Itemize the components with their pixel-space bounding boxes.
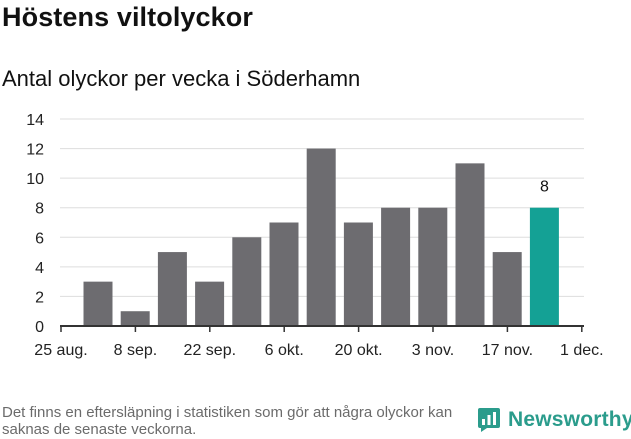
- x-tick-label: 22 sep.: [184, 342, 236, 359]
- y-tick-label: 4: [35, 260, 44, 277]
- bar: [232, 237, 262, 326]
- y-tick-label: 12: [26, 142, 44, 159]
- newsworthy-logo: Newsworthy: [477, 407, 631, 433]
- bar: [306, 148, 336, 326]
- x-tick-label: 6 okt.: [265, 342, 304, 359]
- brand-name: Newsworthy: [508, 408, 631, 431]
- y-tick-label: 14: [26, 112, 44, 129]
- y-tick-label: 0: [35, 319, 44, 336]
- y-tick-label: 8: [35, 201, 44, 218]
- bar: [418, 207, 448, 326]
- bar-chart: 0 2 4 6 8 10 12 14 25 aug. 8 sep. 22 sep. 6 okt. 20…: [26, 112, 604, 359]
- x-tick-label: 8 sep.: [114, 342, 158, 359]
- bar: [195, 281, 225, 326]
- bar: [120, 311, 150, 326]
- bar: [381, 207, 411, 326]
- bar: [343, 222, 373, 326]
- y-tick-label: 6: [35, 230, 44, 247]
- footnote: Det finns en eftersläpning i statistiken…: [2, 404, 453, 438]
- x-tick-label: 20 okt.: [335, 342, 383, 359]
- x-axis-ticks: 25 aug. 8 sep. 22 sep. 6 okt. 20 okt. 3 nov. 1…: [34, 326, 604, 359]
- data-label: 8: [540, 179, 549, 196]
- y-axis-ticks: 0 2 4 6 8 10 12 14: [26, 112, 44, 336]
- newsworthy-bar-chart-icon: [478, 408, 500, 432]
- bar: [157, 252, 187, 326]
- x-tick-label: 25 aug.: [34, 342, 87, 359]
- x-tick-label: 3 nov.: [412, 342, 454, 359]
- y-tick-label: 2: [35, 289, 44, 306]
- bar: [269, 222, 299, 326]
- y-tick-label: 10: [26, 171, 44, 188]
- bar: [83, 281, 113, 326]
- bar-highlighted: [529, 207, 559, 326]
- chart-subtitle: Antal olyckor per vecka i Söderhamn: [2, 66, 361, 91]
- bar: [455, 163, 485, 326]
- x-tick-label: 17 nov.: [482, 342, 533, 359]
- bar: [492, 252, 522, 326]
- chart-title: Höstens viltolyckor: [2, 2, 253, 32]
- data-labels: 8: [540, 179, 549, 196]
- bars: [83, 148, 559, 326]
- x-tick-label: 1 dec.: [560, 342, 604, 359]
